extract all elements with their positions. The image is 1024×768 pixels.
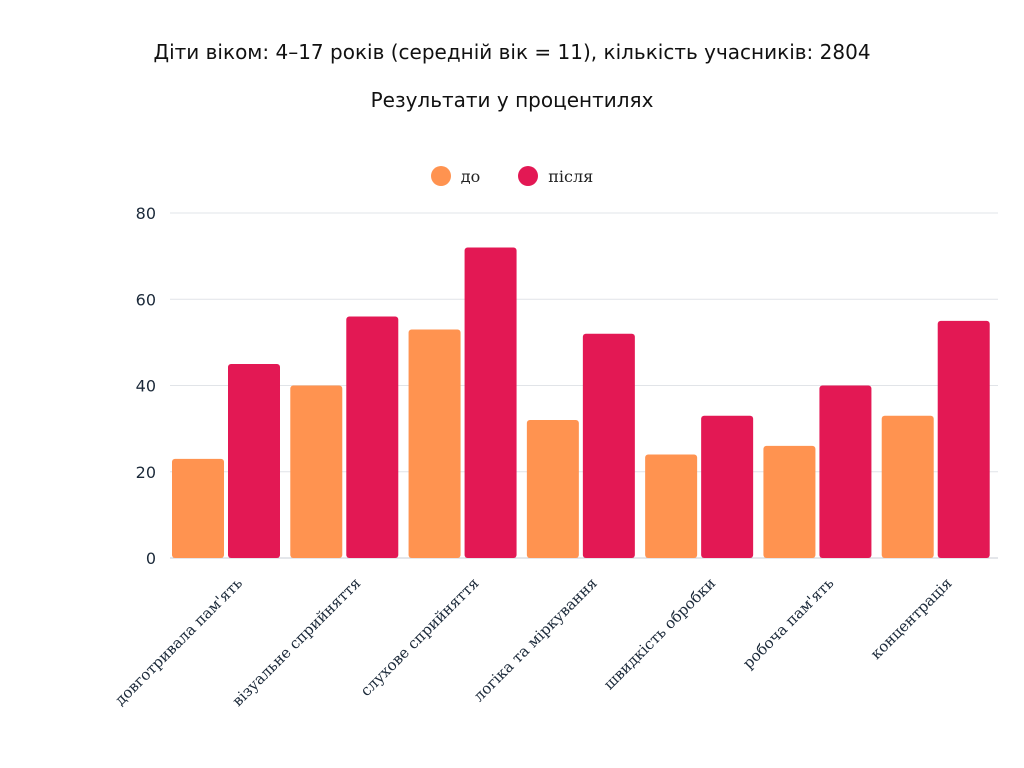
chart-legend: до після	[0, 166, 1024, 186]
x-tick-label: робоча пам'ять	[739, 574, 837, 672]
legend-label-before: до	[460, 166, 481, 186]
x-tick-label: слухове сприйняття	[357, 574, 483, 700]
bar-before	[526, 420, 579, 558]
bar-after	[937, 320, 990, 558]
legend-item-after: після	[518, 166, 593, 186]
chart-title: Діти віком: 4–17 років (середній вік = 1…	[153, 40, 871, 64]
bar-before	[645, 454, 698, 558]
bar-after	[464, 247, 517, 558]
bar-after	[582, 333, 635, 558]
legend-label-after: після	[548, 166, 594, 186]
x-tick-label: візуальне сприйняття	[228, 574, 364, 710]
y-tick-label: 40	[136, 377, 156, 396]
bar-before	[290, 385, 343, 558]
bar-after	[346, 316, 399, 558]
bar-after	[819, 385, 872, 558]
bar-after	[701, 415, 754, 558]
bar-before	[172, 458, 224, 558]
x-tick-label: довготривала пам'ять	[111, 574, 246, 709]
bar-before	[881, 415, 934, 558]
legend-marker-after	[518, 166, 539, 186]
y-tick-label: 0	[146, 549, 156, 568]
y-tick-label: 60	[136, 290, 156, 309]
y-tick-label: 20	[136, 463, 156, 482]
bar-before	[408, 329, 461, 558]
x-tick-label: логіка та міркування	[470, 574, 601, 705]
chart-subtitle: Результати у процентилях	[370, 88, 654, 112]
bar-after	[228, 363, 280, 558]
x-tick-label: концентрація	[867, 574, 956, 663]
bar-before	[763, 445, 816, 558]
y-tick-label: 80	[136, 204, 156, 223]
legend-item-before: до	[430, 166, 481, 186]
x-tick-label: швидкість обробки	[600, 574, 719, 693]
legend-marker-before	[430, 166, 451, 186]
